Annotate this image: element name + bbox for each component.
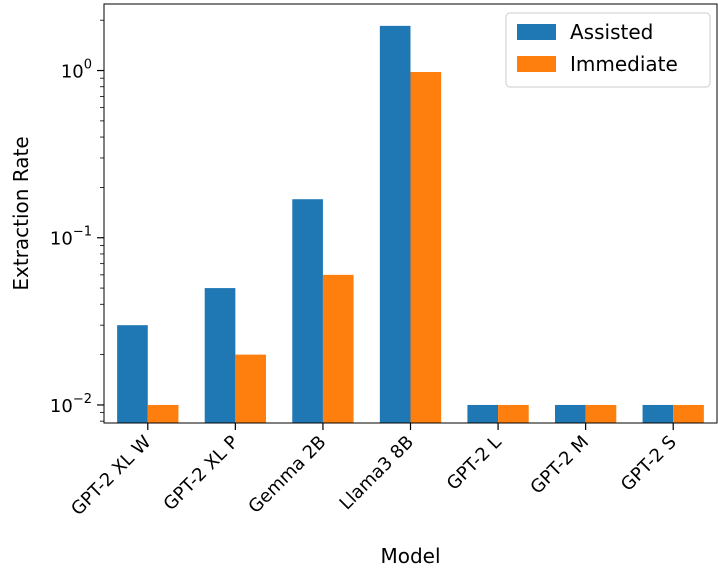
bar-assisted-0 (117, 325, 148, 423)
bar-assisted-6 (642, 404, 674, 423)
x-axis-title: Model (380, 544, 440, 568)
y-tick-label: 10−1 (50, 225, 92, 250)
legend-swatch-immediate (517, 56, 556, 72)
legend-label-immediate: Immediate (570, 52, 678, 76)
bar-assisted-4 (467, 404, 499, 423)
legend-swatch-assisted (517, 24, 556, 40)
bar-immediate-5 (585, 404, 617, 423)
bar-immediate-4 (498, 404, 529, 423)
x-tick-label: GPT-2 S (617, 432, 681, 496)
y-axis-title: Extraction Rate (9, 136, 33, 290)
bar-immediate-2 (322, 274, 354, 423)
x-axis: GPT-2 XL W GPT-2 XL P Gemma 2B Llama3 8B GPT… (67, 423, 681, 520)
y-tick-label: 10−2 (50, 392, 92, 417)
bar-assisted-3 (379, 25, 411, 424)
bar-assisted-5 (554, 404, 586, 423)
x-tick-label: Llama3 8B (336, 432, 418, 514)
legend-label-assisted: Assisted (570, 20, 653, 44)
bar-immediate-0 (147, 404, 179, 423)
bar-assisted-2 (292, 199, 323, 423)
bars-layer (117, 25, 704, 424)
x-tick-label: GPT-2 M (526, 432, 593, 499)
bar-immediate-3 (410, 72, 442, 423)
y-tick-label: 100 (61, 58, 92, 83)
bar-immediate-1 (235, 354, 267, 423)
legend-box (505, 12, 711, 88)
x-tick-label: GPT-2 L (443, 432, 506, 495)
x-tick-label: GPT-2 XL P (160, 432, 243, 515)
x-tick-label: Gemma 2B (244, 432, 330, 518)
legend: Assisted Immediate (505, 12, 711, 88)
bar-immediate-6 (673, 404, 704, 423)
y-axis: 10−2 10−1 100 (50, 19, 104, 422)
x-tick-label: GPT-2 XL W (67, 432, 155, 520)
bar-assisted-1 (204, 288, 236, 423)
